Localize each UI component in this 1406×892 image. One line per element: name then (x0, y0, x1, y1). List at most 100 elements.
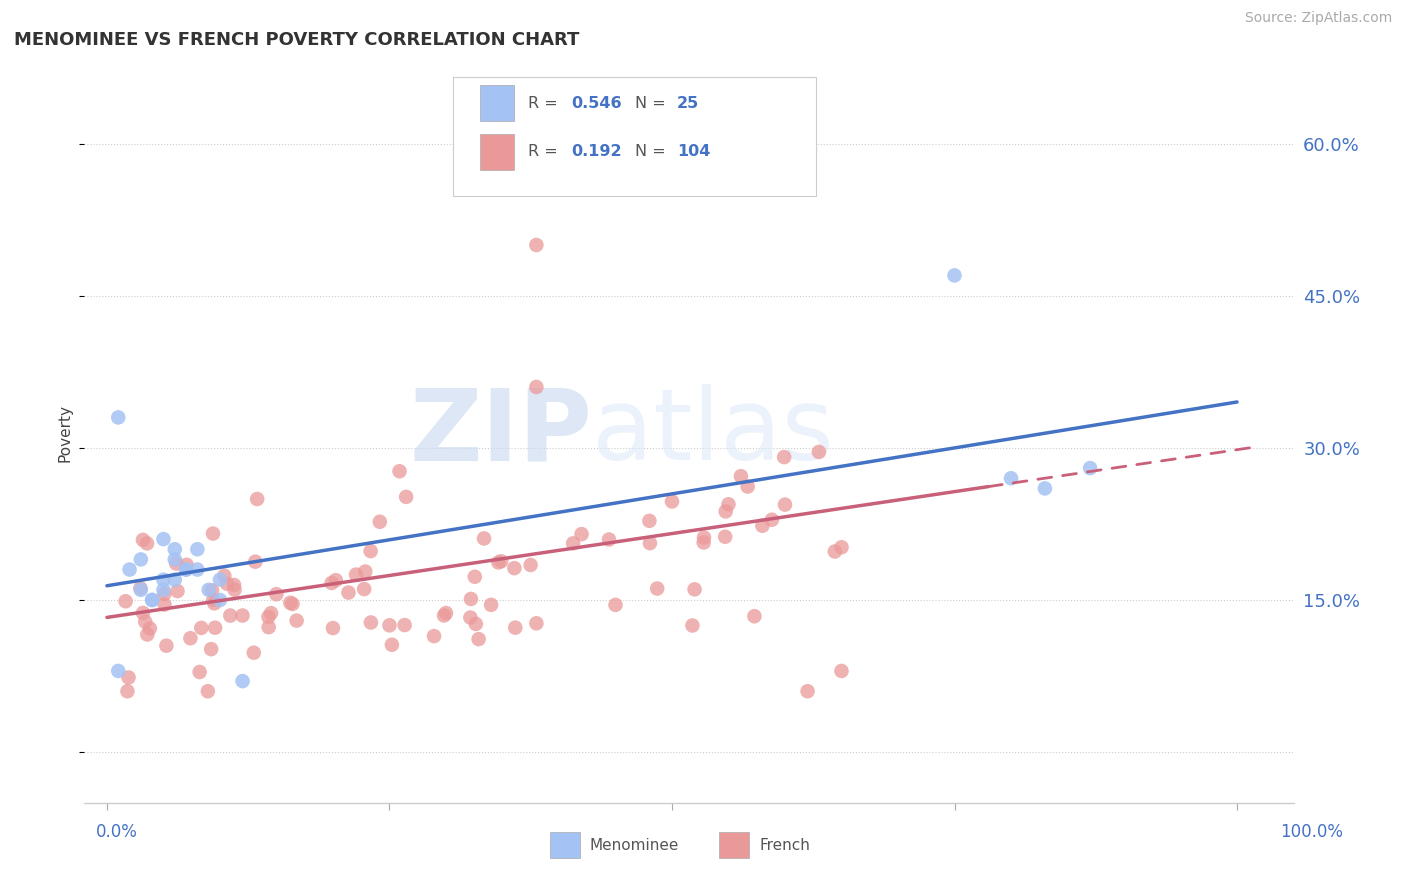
Point (388, 464, 411, 478)
Point (186, 562, 208, 576)
Point (479, 598, 502, 612)
Point (807, 445, 830, 459)
Point (163, 552, 186, 566)
Text: atlas: atlas (592, 384, 834, 481)
Point (378, 618, 401, 632)
Text: Source: ZipAtlas.com: Source: ZipAtlas.com (1244, 12, 1392, 25)
FancyBboxPatch shape (479, 134, 513, 169)
Point (129, 582, 152, 597)
Point (190, 621, 212, 635)
Point (796, 684, 818, 698)
Point (163, 542, 186, 557)
Point (460, 591, 482, 606)
Point (204, 621, 226, 635)
Point (761, 513, 783, 527)
Point (394, 618, 416, 632)
Point (730, 469, 752, 483)
Text: Menominee: Menominee (589, 838, 679, 853)
Point (943, 268, 966, 283)
Point (179, 632, 201, 646)
Point (153, 587, 176, 601)
Point (325, 573, 347, 587)
Text: N =: N = (634, 95, 671, 111)
Point (153, 598, 176, 612)
Point (245, 555, 267, 569)
Point (468, 136, 491, 151)
Point (201, 583, 224, 598)
Point (231, 608, 253, 623)
Point (433, 608, 456, 623)
Point (200, 642, 222, 657)
Point (266, 587, 288, 601)
Point (165, 557, 187, 571)
Point (166, 584, 188, 599)
Point (1033, 482, 1056, 496)
Point (524, 380, 547, 394)
Point (117, 684, 139, 698)
Point (174, 562, 197, 576)
Point (773, 498, 796, 512)
Text: French: French (759, 838, 810, 853)
Point (464, 570, 486, 584)
FancyBboxPatch shape (720, 832, 749, 858)
Point (107, 410, 129, 425)
Point (114, 594, 136, 608)
Text: 0.546: 0.546 (572, 95, 623, 111)
Point (141, 593, 163, 607)
Point (132, 533, 155, 547)
Point (222, 578, 245, 592)
Point (141, 593, 163, 607)
Point (188, 665, 211, 679)
Point (524, 238, 547, 252)
Point (117, 670, 139, 684)
Point (683, 582, 706, 597)
Point (434, 606, 457, 620)
Point (232, 674, 254, 689)
Point (773, 450, 796, 464)
Point (281, 597, 304, 611)
Point (197, 684, 219, 698)
Point (132, 606, 155, 620)
Text: R =: R = (529, 145, 562, 160)
FancyBboxPatch shape (479, 86, 513, 121)
Point (831, 541, 853, 555)
Point (260, 606, 283, 620)
Point (661, 494, 683, 508)
Point (681, 618, 703, 632)
Text: 25: 25 (676, 95, 699, 111)
Point (423, 629, 446, 643)
Point (360, 544, 382, 558)
Point (136, 536, 159, 550)
Point (714, 530, 737, 544)
Point (208, 573, 231, 587)
Point (519, 558, 541, 572)
Point (464, 616, 486, 631)
Text: 0.192: 0.192 (572, 145, 623, 160)
Point (605, 598, 627, 612)
Point (136, 627, 159, 641)
Point (491, 554, 513, 568)
Text: MENOMINEE VS FRENCH POVERTY CORRELATION CHART: MENOMINEE VS FRENCH POVERTY CORRELATION … (14, 31, 579, 49)
Point (337, 585, 360, 599)
Point (1000, 471, 1022, 485)
Point (139, 622, 162, 636)
Point (661, 136, 683, 151)
Point (524, 616, 547, 631)
Point (129, 552, 152, 566)
FancyBboxPatch shape (453, 78, 815, 195)
Point (717, 497, 740, 511)
Point (219, 608, 242, 623)
Point (152, 582, 174, 597)
Text: 104: 104 (676, 145, 710, 160)
Point (242, 646, 264, 660)
Point (503, 561, 526, 575)
Point (824, 544, 846, 558)
Point (197, 582, 219, 597)
Point (354, 565, 377, 579)
Point (693, 531, 716, 545)
Point (467, 632, 489, 647)
Point (278, 596, 301, 610)
Point (751, 518, 773, 533)
Point (134, 615, 156, 629)
Point (360, 615, 382, 630)
